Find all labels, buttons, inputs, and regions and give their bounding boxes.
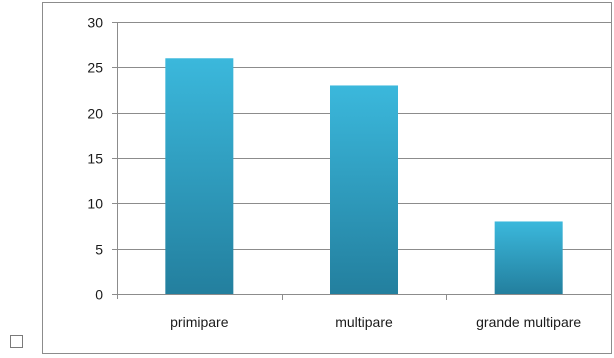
bar-multipare [330, 85, 398, 294]
bars [165, 58, 563, 295]
checkbox[interactable] [10, 335, 23, 348]
axes [112, 22, 611, 300]
y-tick-label: 25 [87, 60, 103, 76]
x-tick-label: multipare [335, 314, 393, 330]
bar-chart: 0 5 10 15 20 25 30 primipare multipare grande mul… [87, 15, 611, 331]
labels: 0 5 10 15 20 25 30 primipare multipare grande mul… [87, 15, 581, 331]
bar-primipare [165, 58, 234, 295]
y-tick-label: 0 [95, 287, 103, 303]
y-tick-label: 15 [87, 151, 103, 167]
y-tick-label: 20 [87, 106, 103, 122]
y-tick-label: 30 [87, 15, 103, 31]
x-tick-label: primipare [170, 314, 229, 330]
bar-grande-multipare [494, 221, 563, 294]
x-tick-label: grande multipare [476, 314, 581, 330]
y-tick-label: 5 [95, 242, 103, 258]
chart-frame: 0 5 10 15 20 25 30 primipare multipare grande mul… [42, 2, 612, 354]
y-tick-label: 10 [87, 196, 103, 212]
